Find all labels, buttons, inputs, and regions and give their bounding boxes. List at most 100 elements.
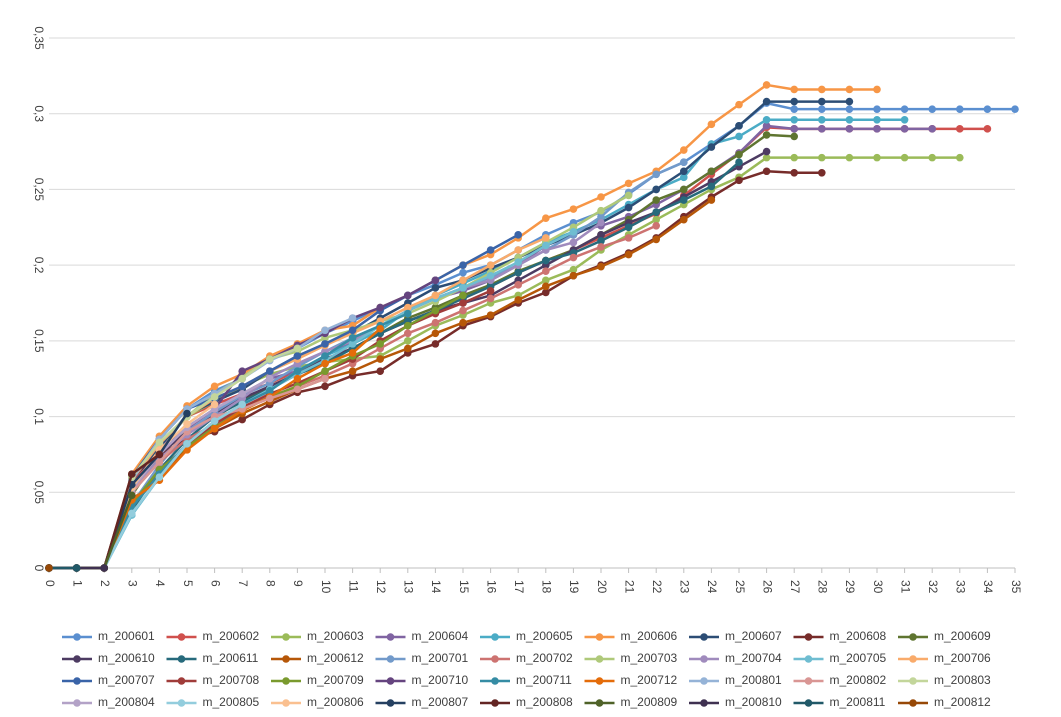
data-point: [376, 324, 385, 333]
data-point: [845, 97, 854, 106]
legend-marker: [700, 633, 708, 641]
data-point: [569, 228, 578, 236]
data-point: [762, 115, 771, 124]
data-point: [321, 382, 329, 391]
x-tick-label: 7: [236, 580, 250, 587]
data-point: [238, 400, 246, 409]
data-point: [928, 153, 936, 162]
legend-label: m_200601: [98, 629, 155, 643]
y-tick-label: 0,3: [32, 105, 46, 122]
data-point: [431, 329, 440, 338]
data-point: [431, 306, 440, 315]
legend-label: m_200602: [203, 629, 260, 643]
data-point: [459, 306, 467, 315]
data-point: [818, 105, 826, 113]
legend-marker: [386, 699, 395, 707]
data-point: [597, 231, 605, 239]
legend-marker: [595, 655, 604, 663]
x-tick-label: 12: [374, 580, 388, 594]
data-point: [790, 125, 798, 133]
series-line: [49, 199, 713, 570]
legend-marker: [386, 633, 395, 641]
data-point: [597, 243, 605, 251]
data-point: [818, 153, 826, 162]
x-tick-label: 34: [981, 580, 995, 594]
data-point: [293, 385, 302, 394]
data-point: [707, 167, 716, 176]
legend-marker: [491, 633, 499, 641]
y-tick-label: 0,1: [32, 408, 46, 425]
data-point: [762, 122, 771, 130]
legend-label: m_200803: [934, 673, 991, 687]
data-point: [900, 105, 909, 113]
legend-marker: [73, 655, 81, 663]
x-tick-label: 29: [843, 580, 857, 594]
legend-label: m_200606: [621, 629, 678, 643]
legend-label: m_200808: [516, 695, 573, 709]
x-tick-label: 17: [512, 580, 526, 594]
x-tick-label: 11: [346, 580, 360, 593]
legend-marker: [73, 699, 81, 707]
data-point: [459, 276, 467, 285]
data-point: [542, 214, 550, 222]
x-tick-label: 4: [153, 580, 167, 587]
data-point: [680, 158, 688, 166]
data-point: [431, 340, 440, 348]
data-point: [321, 367, 329, 375]
data-point: [293, 352, 302, 360]
data-point: [597, 237, 605, 245]
series-line: [49, 118, 905, 570]
data-point: [293, 374, 302, 383]
data-point: [266, 387, 274, 395]
data-point: [542, 234, 550, 242]
data-point: [956, 105, 964, 113]
x-tick-label: 33: [954, 580, 968, 594]
data-point: [404, 329, 412, 338]
data-point: [459, 284, 467, 292]
data-point: [266, 367, 274, 375]
data-point: [404, 309, 412, 318]
x-tick-label: 28: [816, 580, 830, 594]
legend-label: m_200711: [516, 673, 572, 687]
data-point: [680, 173, 688, 182]
data-point: [790, 153, 798, 162]
data-point: [348, 349, 357, 357]
data-point: [238, 382, 246, 391]
data-point: [983, 105, 992, 113]
data-point: [652, 215, 660, 224]
data-point: [183, 420, 191, 428]
legend-marker: [491, 655, 499, 663]
data-point: [431, 291, 440, 300]
data-point: [652, 185, 660, 194]
x-tick-label: 6: [208, 580, 222, 587]
data-point: [873, 125, 881, 133]
data-point: [652, 221, 660, 230]
data-point: [210, 424, 219, 433]
data-point: [845, 85, 854, 94]
data-point: [597, 206, 605, 215]
series-line: [49, 124, 933, 570]
series-line: [49, 161, 740, 570]
legend-label: m_200703: [621, 651, 678, 665]
legend-marker: [282, 699, 290, 707]
data-point: [818, 115, 826, 124]
data-point: [762, 153, 771, 162]
legend-label: m_200607: [725, 629, 782, 643]
data-point: [459, 261, 467, 269]
x-tick-label: 35: [1009, 580, 1023, 594]
legend-marker: [595, 633, 604, 641]
data-point: [238, 390, 246, 398]
legend-label: m_200708: [203, 673, 260, 687]
data-point: [321, 352, 329, 360]
data-point: [321, 326, 329, 335]
legend-label: m_200807: [412, 695, 469, 709]
legend-marker: [909, 633, 917, 641]
legend-marker: [491, 699, 499, 707]
legend-marker: [177, 677, 186, 685]
data-point: [790, 115, 798, 124]
legend-marker: [700, 655, 708, 663]
legend-marker: [491, 677, 499, 685]
legend-marker: [700, 677, 708, 685]
legend-label: m_200802: [830, 673, 887, 687]
